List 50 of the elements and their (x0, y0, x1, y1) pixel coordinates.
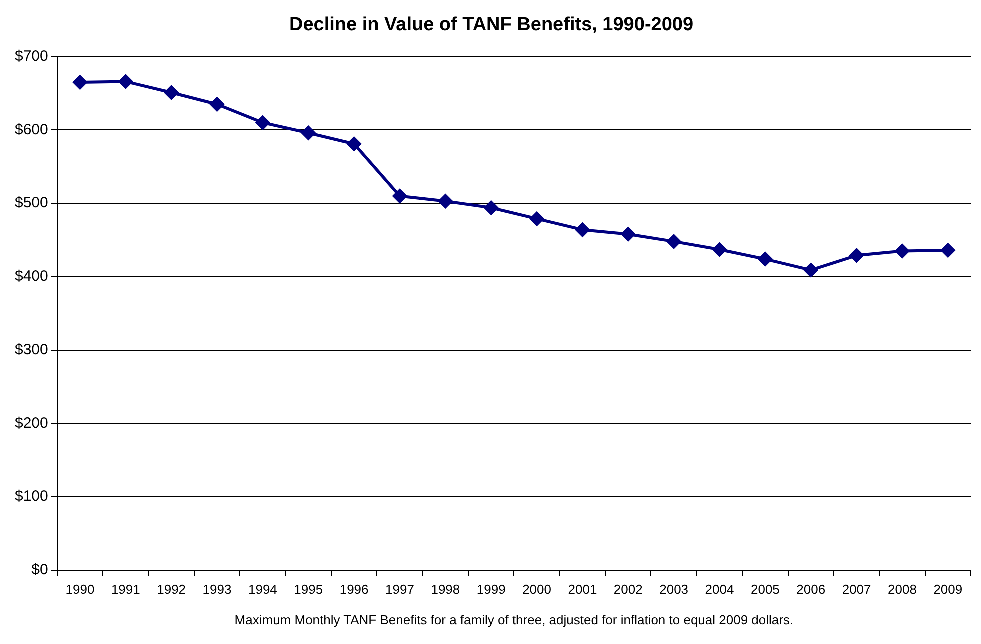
text: Maximum Monthly TANF Benefits for a family of three, adjusted for inflation to equal 2009 dollars. (234, 612, 794, 628)
x-tick-label: 1993 (202, 582, 232, 597)
y-tick-label: $400 (14, 268, 48, 286)
x-tick-label: 2007 (842, 582, 872, 597)
point (347, 137, 362, 152)
x-tick-label: 2006 (796, 582, 826, 597)
x-tick-label: 1998 (431, 582, 460, 597)
point (804, 263, 818, 278)
x-tick-label: 1997 (386, 582, 414, 597)
point (484, 200, 498, 215)
point (850, 248, 864, 263)
point (164, 86, 179, 100)
point (302, 126, 316, 140)
point (438, 194, 453, 208)
point (941, 244, 956, 258)
point (576, 222, 590, 237)
chart-title: Decline in Value of TANF Benefits, 1990-2009 (289, 14, 694, 36)
y-tick-label: $500 (14, 194, 48, 212)
x-tick-label: 2001 (568, 582, 598, 597)
point (210, 97, 224, 112)
x-tick-label: 1999 (476, 582, 506, 597)
y-tick-label: $0 (32, 562, 48, 579)
point (667, 234, 682, 249)
point (895, 244, 910, 258)
y-tick-label: $700 (14, 48, 48, 65)
point (118, 74, 133, 89)
x-tick-label: 2003 (660, 582, 689, 597)
x-tick-label: 2000 (522, 582, 552, 597)
point (256, 116, 270, 130)
point (621, 227, 636, 242)
point (758, 252, 772, 266)
x-tick-label: 1992 (157, 582, 186, 597)
x-tick-label: 2004 (705, 582, 734, 597)
y-tick-label: $600 (14, 121, 48, 138)
x-tick-label: 2009 (934, 582, 963, 597)
x-tick-label: 2002 (614, 582, 643, 597)
point (530, 212, 544, 226)
x-tick-label: 1990 (66, 582, 95, 597)
x-tick-label: 1995 (294, 582, 324, 597)
y-tick-label: $300 (14, 341, 48, 358)
x-tick-label: 1991 (111, 582, 140, 597)
y-tick-label: $100 (14, 488, 48, 506)
x-tick-label: 1996 (340, 582, 369, 597)
y-tick-label: $200 (14, 414, 48, 432)
x-tick-label: 2008 (888, 582, 917, 597)
point (73, 75, 88, 90)
x-tick-label: 2005 (750, 582, 780, 597)
point (392, 189, 407, 204)
x-tick-label: 1994 (248, 582, 278, 597)
point (712, 242, 727, 257)
